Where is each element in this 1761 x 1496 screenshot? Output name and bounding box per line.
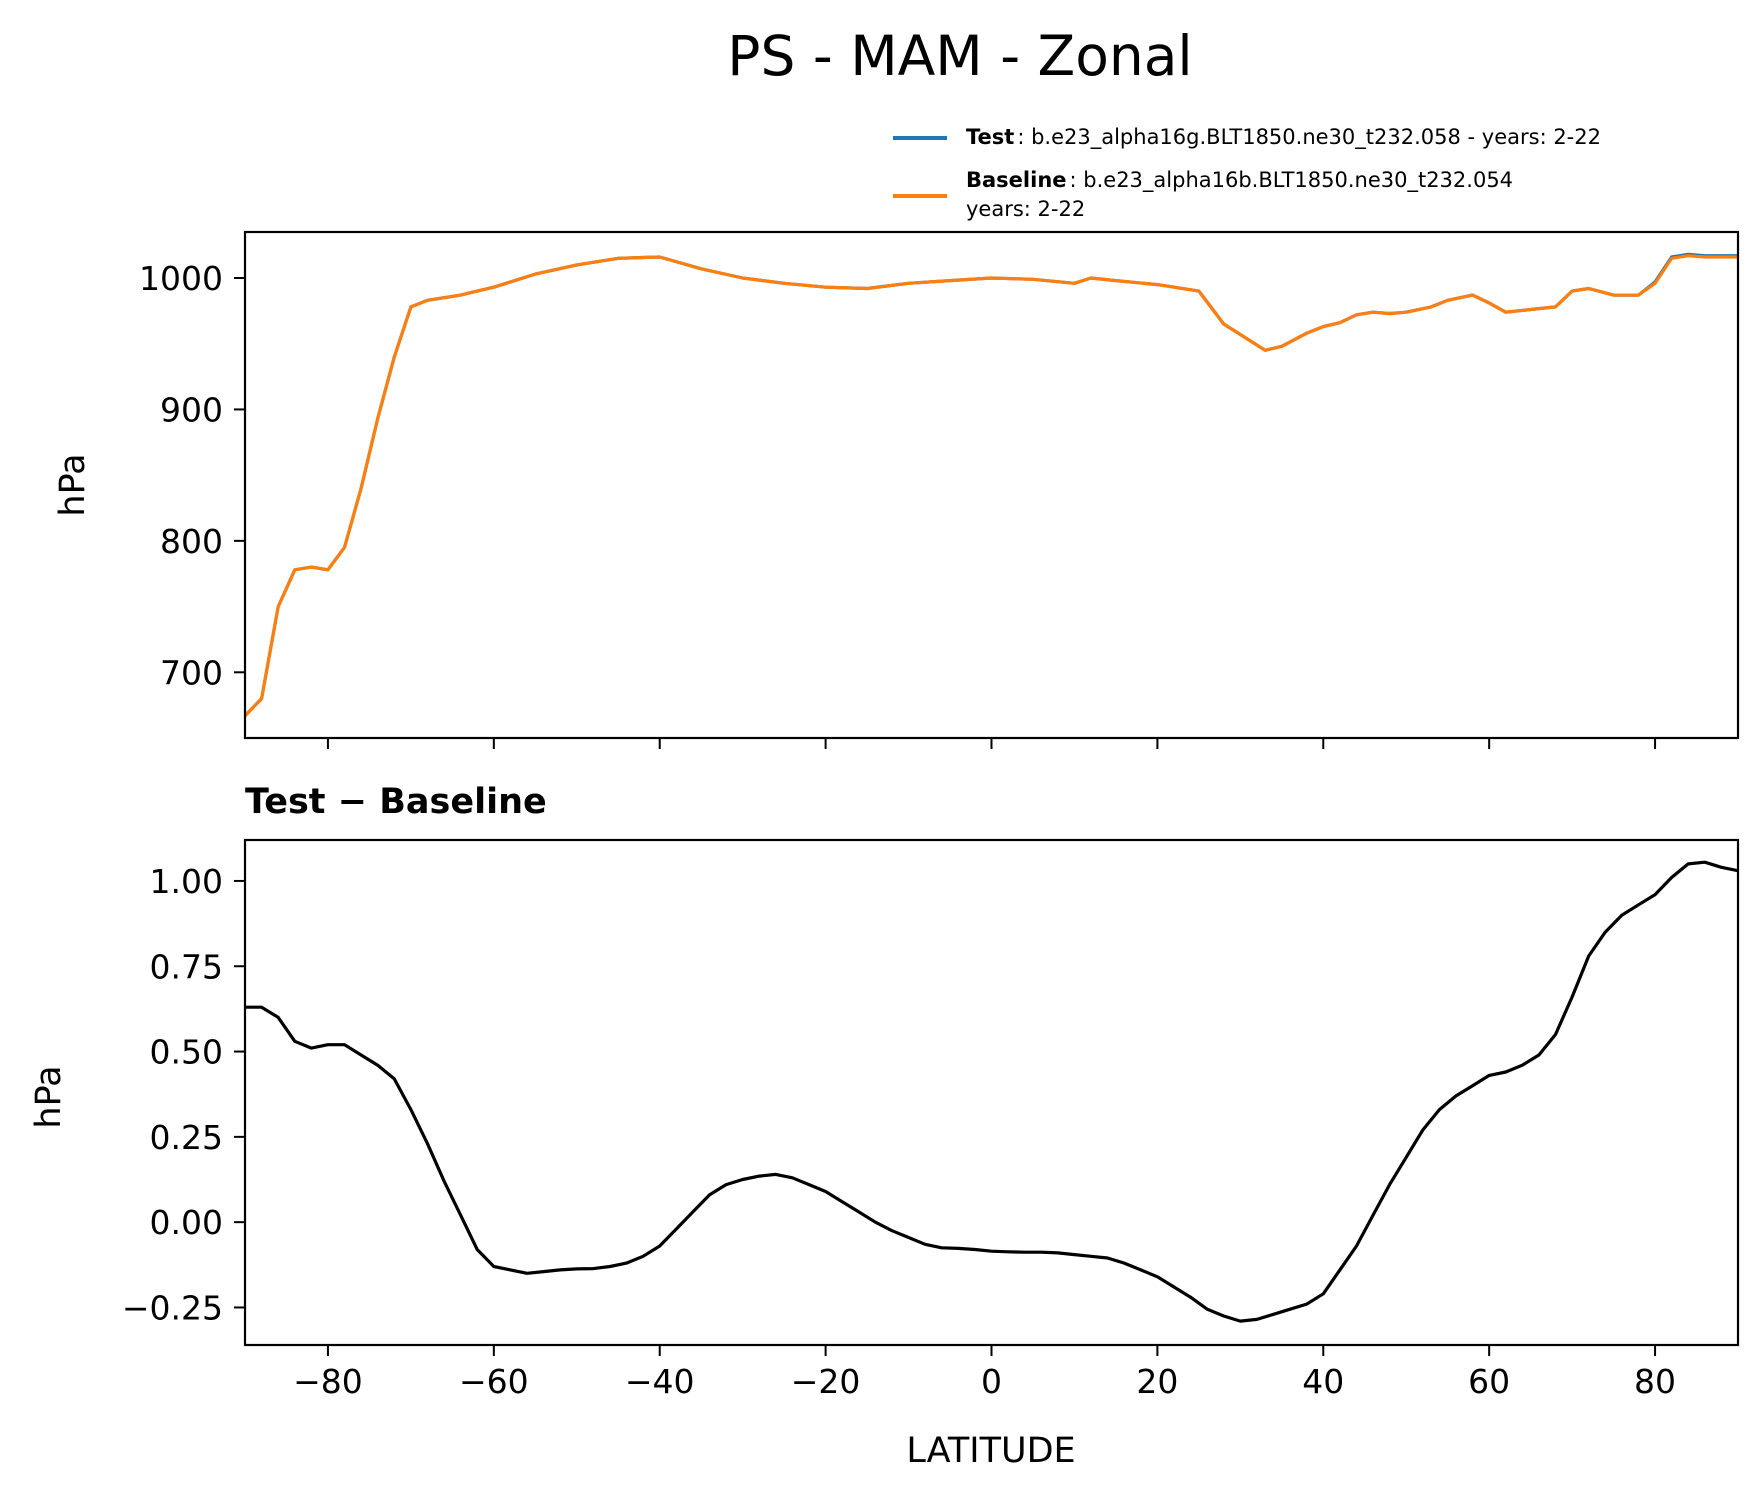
legend-text-baseline-years: years: 2-22 xyxy=(966,197,1085,221)
bottom-x-tick-label: −20 xyxy=(791,1362,861,1401)
bottom-y-tick-label: 0.50 xyxy=(150,1033,223,1072)
bottom-x-tick-label: −60 xyxy=(459,1362,529,1401)
bottom-axis-ticks: −0.25 0.00 0.25 0.50 0.75 1.00 −80 −60 −40 −20 0 20… xyxy=(122,862,1676,1401)
top-axis-ticks: 700 800 900 1000 xyxy=(139,259,1657,749)
bottom-y-tick-label: −0.25 xyxy=(122,1288,223,1327)
bottom-x-tick-label: −40 xyxy=(625,1362,695,1401)
bottom-series-line-test-baseline xyxy=(245,860,1738,1323)
bottom-x-tick-label: 40 xyxy=(1302,1362,1344,1401)
bottom-x-tick-label: 20 xyxy=(1136,1362,1178,1401)
legend: Test: b.e23_alpha16g.BLT1850.ne30_t232.0… xyxy=(893,125,1601,221)
top-y-axis-label: hPa xyxy=(53,453,93,516)
bottom-x-tick-label: 80 xyxy=(1634,1362,1676,1401)
top-panel: 700 800 900 1000 hPa xyxy=(53,230,1740,749)
bottom-x-tick-label: 0 xyxy=(981,1362,1002,1401)
top-series-line-baseline xyxy=(245,254,1738,718)
bottom-y-tick-label: 0.25 xyxy=(150,1118,223,1157)
top-y-tick-label: 700 xyxy=(160,653,223,692)
bottom-panel-title: Test − Baseline xyxy=(245,782,547,822)
bottom-panel: Test − Baseline −0.25 0.00 0.25 0.50 0.75 1.0… xyxy=(29,782,1740,1471)
legend-name-test: Test xyxy=(966,125,1014,149)
legend-name-baseline: Baseline xyxy=(966,168,1067,192)
bottom-series-lines xyxy=(245,860,1738,1323)
top-plot-frame xyxy=(243,230,1740,740)
bottom-x-tick-label: 60 xyxy=(1468,1362,1510,1401)
top-y-tick-label: 1000 xyxy=(139,259,223,298)
bottom-x-tick-label: −80 xyxy=(293,1362,363,1401)
top-y-tick-label: 800 xyxy=(160,522,223,561)
bottom-plot-frame xyxy=(243,838,1740,1347)
legend-entry-test: Test: b.e23_alpha16g.BLT1850.ne30_t232.0… xyxy=(966,125,1601,150)
bottom-y-tick-label: 1.00 xyxy=(150,862,223,901)
bottom-y-tick-label: 0.00 xyxy=(150,1203,223,1242)
x-axis-label: LATITUDE xyxy=(906,1431,1075,1471)
legend-text-baseline: : b.e23_alpha16b.BLT1850.ne30_t232.054 xyxy=(1070,168,1514,193)
top-y-tick-label: 900 xyxy=(160,390,223,429)
legend-entry-baseline: Baseline: b.e23_alpha16b.BLT1850.ne30_t2… xyxy=(966,168,1513,193)
bottom-y-axis-label: hPa xyxy=(29,1065,69,1128)
legend-text-test: : b.e23_alpha16g.BLT1850.ne30_t232.058 -… xyxy=(1017,125,1601,150)
top-series-lines xyxy=(245,252,1738,718)
bottom-y-tick-label: 0.75 xyxy=(150,947,223,986)
figure-title: PS - MAM - Zonal xyxy=(727,24,1192,88)
